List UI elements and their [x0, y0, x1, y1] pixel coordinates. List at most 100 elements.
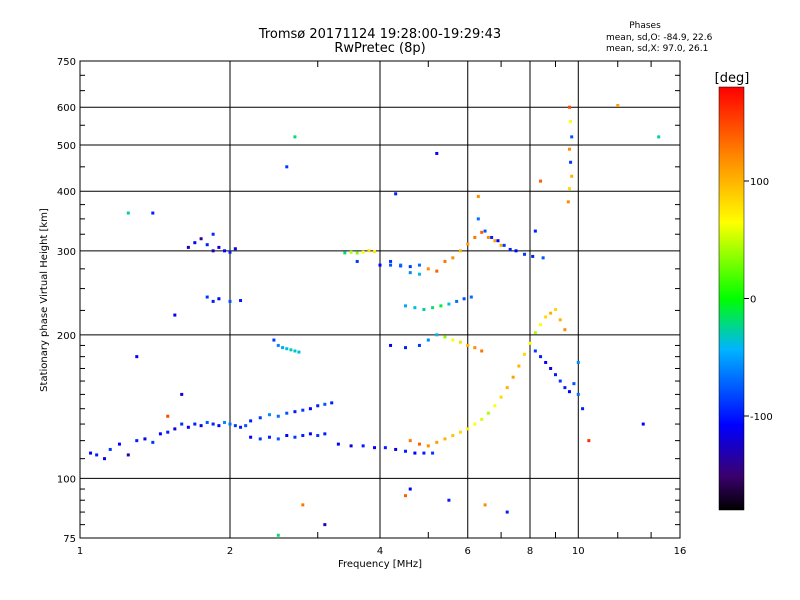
- data-point: [567, 147, 571, 151]
- data-point: [361, 444, 365, 448]
- colorbar-tick-label: 100: [750, 177, 769, 188]
- data-point: [151, 440, 155, 444]
- data-point: [417, 263, 421, 267]
- data-point: [523, 352, 527, 356]
- data-point: [281, 346, 285, 350]
- data-point: [447, 302, 451, 306]
- data-point: [576, 392, 580, 396]
- data-point: [408, 487, 412, 491]
- y-tick-label: 200: [57, 331, 76, 342]
- data-point: [483, 503, 487, 507]
- data-point: [158, 432, 162, 436]
- data-point: [308, 407, 312, 411]
- data-point: [511, 375, 515, 379]
- data-point: [451, 256, 455, 260]
- data-point: [308, 432, 312, 436]
- data-point: [403, 346, 407, 350]
- data-point: [539, 179, 543, 183]
- data-point: [480, 349, 484, 353]
- data-point: [166, 414, 170, 418]
- data-point: [217, 424, 221, 428]
- data-point: [451, 338, 455, 342]
- data-point: [417, 343, 421, 347]
- data-point: [528, 341, 532, 345]
- data-point: [276, 414, 280, 418]
- data-point: [533, 349, 537, 353]
- data-point: [493, 239, 497, 243]
- y-tick-label: 500: [57, 141, 76, 152]
- x-tick-label: 8: [527, 546, 533, 557]
- data-point: [439, 304, 443, 308]
- data-point: [293, 435, 297, 439]
- data-point: [135, 355, 139, 359]
- data-point: [469, 295, 473, 299]
- x-tick-label: 2: [227, 546, 233, 557]
- data-point: [323, 402, 327, 406]
- data-point: [569, 120, 573, 124]
- data-point: [244, 424, 248, 428]
- data-point: [233, 424, 237, 428]
- data-point: [641, 422, 645, 426]
- data-point: [143, 437, 147, 441]
- data-point: [541, 256, 545, 260]
- data-point: [389, 263, 393, 267]
- data-point: [455, 299, 459, 303]
- data-point: [539, 323, 543, 327]
- x-axis-label: Frequency [MHz]: [338, 559, 422, 570]
- data-point: [180, 422, 184, 426]
- data-point: [431, 451, 435, 455]
- data-point: [228, 422, 232, 426]
- data-point: [373, 446, 377, 450]
- data-point: [466, 242, 470, 246]
- data-point: [473, 346, 477, 350]
- y-axis-label: Stationary phase Virtual Height [km]: [39, 208, 50, 392]
- data-point: [657, 135, 661, 139]
- data-point: [394, 447, 398, 451]
- data-point: [408, 439, 412, 443]
- data-point: [233, 247, 237, 251]
- data-point: [413, 451, 417, 455]
- data-point: [355, 259, 359, 263]
- data-point: [166, 430, 170, 434]
- data-point: [587, 439, 591, 443]
- data-point: [223, 249, 227, 253]
- y-axis-ticks: 75 100 200 300 400 500 600 750: [57, 57, 680, 545]
- data-point: [435, 151, 439, 155]
- colorbar-tick-label: 0: [750, 295, 756, 306]
- colorbar-tick-label: -100: [750, 412, 773, 423]
- data-point: [228, 299, 232, 303]
- data-point: [323, 432, 327, 436]
- y-tick-label: 75: [63, 534, 76, 545]
- stats-o-mode: mean, sd,O: -84.9, 22.6: [606, 33, 713, 43]
- data-point: [361, 250, 365, 254]
- data-point: [435, 440, 439, 444]
- data-point: [417, 442, 421, 446]
- data-point: [466, 343, 470, 347]
- data-point: [567, 105, 571, 109]
- data-point: [173, 313, 177, 317]
- data-point: [293, 410, 297, 414]
- data-point: [558, 379, 562, 383]
- data-point: [301, 434, 305, 438]
- data-point: [276, 343, 280, 347]
- data-point: [483, 229, 487, 233]
- data-point: [480, 230, 484, 234]
- data-point: [151, 211, 155, 215]
- stats-x-mode: mean, sd,X: 97.0, 26.1: [606, 44, 709, 54]
- data-point: [399, 263, 403, 267]
- data-point: [576, 360, 580, 364]
- data-point: [199, 424, 203, 428]
- data-point: [426, 267, 430, 271]
- data-point: [239, 299, 243, 303]
- data-point: [422, 307, 426, 311]
- data-point: [517, 364, 521, 368]
- data-point: [205, 295, 209, 299]
- data-point: [211, 249, 215, 253]
- data-point: [426, 338, 430, 342]
- data-points: [89, 104, 661, 537]
- data-point: [499, 395, 503, 399]
- data-point: [355, 251, 359, 255]
- plot-frame: [79, 60, 681, 539]
- data-point: [89, 451, 93, 455]
- data-point: [443, 335, 447, 339]
